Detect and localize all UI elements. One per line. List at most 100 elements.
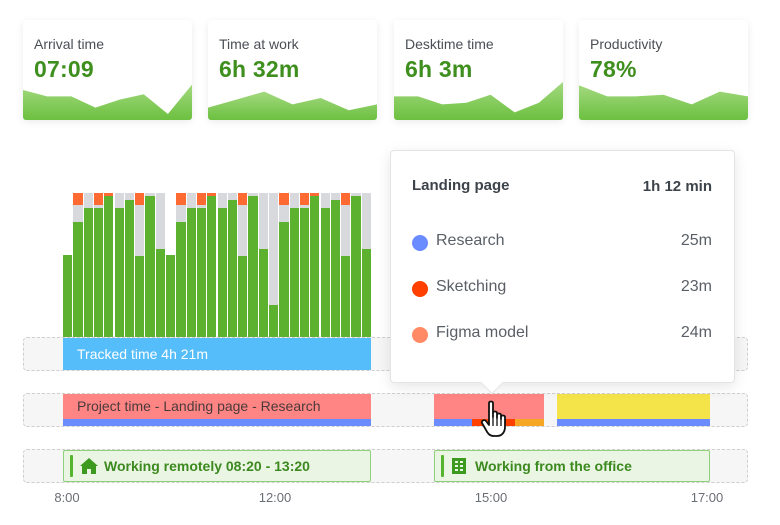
card-value: 07:09 <box>34 56 94 82</box>
neutral-segment <box>135 205 145 256</box>
activity-bar[interactable] <box>186 193 196 337</box>
productive-segment <box>104 196 114 337</box>
activity-bar[interactable] <box>320 193 330 337</box>
activity-bar[interactable] <box>217 193 227 337</box>
productive-segment <box>279 222 289 337</box>
neutral-segment <box>341 205 351 256</box>
productive-segment <box>186 208 196 337</box>
card-label: Time at work <box>219 36 299 52</box>
location-stripe <box>441 455 444 477</box>
activity-bar[interactable] <box>166 255 176 337</box>
card-arrival-time: Arrival time 07:09 <box>23 20 192 120</box>
activity-bar[interactable] <box>248 193 258 337</box>
sparkline <box>579 85 748 120</box>
project-block-research[interactable]: Project time - Landing page - Research <box>63 394 371 426</box>
productive-segment <box>341 256 351 337</box>
productive-segment <box>217 208 227 337</box>
productive-segment <box>73 222 83 337</box>
activity-bar[interactable] <box>196 193 207 337</box>
neutral-segment <box>217 193 227 208</box>
research-color-dot-icon <box>412 235 428 251</box>
unproductive-segment <box>135 193 145 205</box>
activity-bar[interactable] <box>83 193 93 337</box>
card-label: Desktime time <box>405 36 494 52</box>
activity-bar[interactable] <box>135 193 145 337</box>
activity-bar[interactable] <box>289 193 299 337</box>
activity-bar[interactable] <box>63 255 73 337</box>
axis-label-12: 12:00 <box>258 490 292 505</box>
activity-bar[interactable] <box>341 193 351 337</box>
neutral-segment <box>93 205 104 208</box>
neutral-segment <box>114 193 124 208</box>
card-productivity: Productivity 78% <box>579 20 748 120</box>
card-value: 6h 3m <box>405 56 473 82</box>
unproductive-segment <box>196 193 207 205</box>
card-value: 78% <box>590 56 637 82</box>
productive-segment <box>310 196 320 337</box>
productive-segment <box>258 249 268 337</box>
neutral-segment <box>320 193 330 208</box>
sparkline <box>394 82 563 120</box>
productive-segment <box>196 208 207 337</box>
neutral-segment <box>361 193 371 249</box>
activity-bar[interactable] <box>279 193 289 337</box>
neutral-segment <box>124 193 135 200</box>
activity-bar[interactable] <box>73 193 83 337</box>
activity-bar[interactable] <box>269 193 279 337</box>
working-from-office-block[interactable]: Working from the office <box>434 450 710 482</box>
productive-segment <box>361 249 371 337</box>
working-remotely-block[interactable]: Working remotely 08:20 - 13:20 <box>63 450 371 482</box>
activity-bar-chart <box>63 190 373 337</box>
project-block-other[interactable] <box>557 394 710 426</box>
activity-bar[interactable] <box>227 193 238 337</box>
activity-bar[interactable] <box>176 193 186 337</box>
figma-color-dot-icon <box>412 327 428 343</box>
task-name: Figma model <box>436 324 529 341</box>
task-duration: 24m <box>680 324 712 341</box>
activity-bar[interactable] <box>155 193 165 337</box>
neutral-segment <box>176 205 186 222</box>
activity-bar[interactable] <box>104 193 114 337</box>
activity-bar[interactable] <box>93 193 104 337</box>
tooltip-arrow <box>480 371 504 395</box>
tracked-time-bar[interactable]: Tracked time 4h 21m <box>63 338 371 370</box>
card-value: 6h 32m <box>219 56 300 82</box>
neutral-segment <box>238 205 248 256</box>
activity-bar[interactable] <box>310 193 320 337</box>
activity-bar[interactable] <box>351 193 361 337</box>
activity-bar[interactable] <box>124 193 135 337</box>
neutral-segment <box>196 205 207 208</box>
productive-segment <box>83 208 93 337</box>
project-label: Project time - Landing page - Research <box>77 398 321 414</box>
card-time-at-work: Time at work 6h 32m <box>208 20 377 120</box>
productive-segment <box>320 208 330 337</box>
axis-label-15: 15:00 <box>474 490 508 505</box>
productive-segment <box>145 196 155 337</box>
productive-segment <box>124 200 135 337</box>
productive-segment <box>135 256 145 337</box>
activity-bar[interactable] <box>299 193 310 337</box>
productive-segment <box>269 305 279 337</box>
card-desktime-time: Desktime time 6h 3m <box>394 20 563 120</box>
neutral-segment <box>186 193 196 208</box>
activity-bar[interactable] <box>258 193 268 337</box>
activity-bar[interactable] <box>114 193 124 337</box>
task-name: Research <box>436 232 505 249</box>
productive-segment <box>207 196 217 337</box>
unproductive-segment <box>73 193 83 205</box>
neutral-segment <box>155 193 165 249</box>
activity-bar[interactable] <box>238 193 248 337</box>
unproductive-segment <box>279 193 289 205</box>
activity-bar[interactable] <box>361 193 371 337</box>
productive-segment <box>176 222 186 337</box>
activity-bar[interactable] <box>207 193 217 337</box>
activity-bar[interactable] <box>145 193 155 337</box>
hand-pointer-cursor-icon <box>480 400 506 437</box>
task-band-research <box>434 419 472 426</box>
activity-bar[interactable] <box>330 193 341 337</box>
tooltip-row-sketching: Sketching 23m <box>412 277 712 299</box>
neutral-segment <box>299 205 310 208</box>
productive-segment <box>248 196 258 337</box>
home-icon <box>80 458 98 474</box>
productive-segment <box>63 255 73 337</box>
